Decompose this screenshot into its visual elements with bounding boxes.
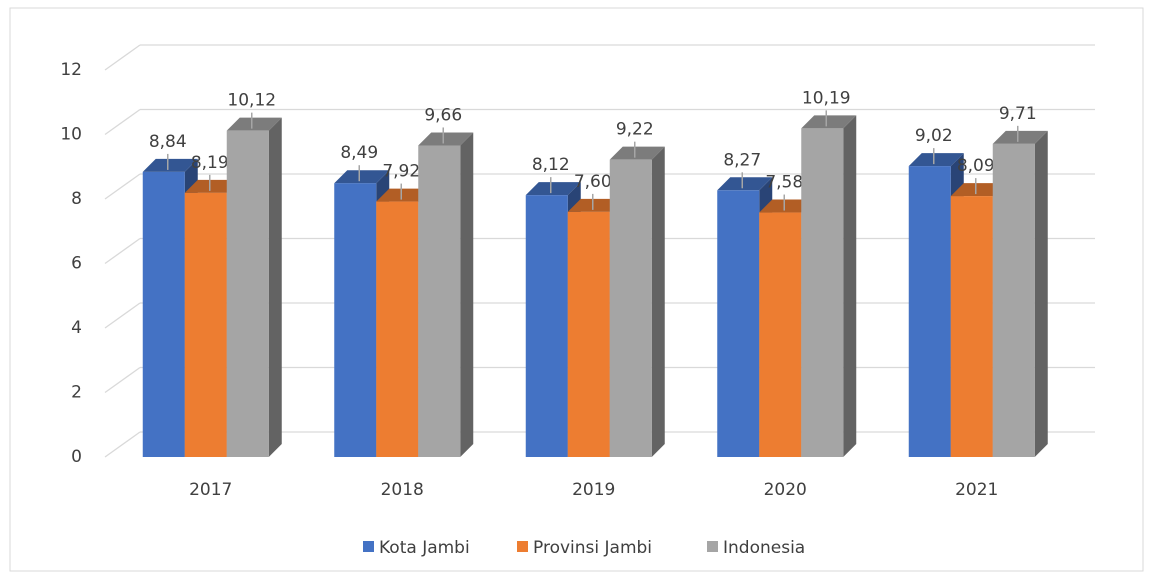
bar-top (992, 130, 1048, 144)
bar (609, 159, 652, 457)
bar (567, 211, 610, 457)
y-tick-label: 10 (60, 125, 82, 145)
grid-line-side (104, 431, 141, 458)
x-tick-label: 2020 (764, 480, 807, 500)
bar (992, 143, 1035, 458)
data-label: 9,22 (616, 120, 654, 140)
bar (717, 190, 760, 458)
data-label: 8,19 (191, 153, 229, 173)
legend-label: Kota Jambi (379, 538, 470, 558)
bar (950, 196, 993, 457)
bar-top (418, 132, 474, 146)
data-label: 9,02 (915, 126, 953, 146)
bar-top (717, 177, 773, 191)
data-label: 8,27 (723, 150, 761, 170)
legend-swatch (517, 541, 528, 552)
x-tick-label: 2017 (189, 480, 232, 500)
x-tick-label: 2018 (381, 480, 424, 500)
y-tick-label: 2 (71, 383, 82, 403)
bar-top (376, 188, 432, 202)
data-label: 8,09 (957, 156, 995, 176)
legend-swatch (363, 541, 374, 552)
bar (376, 201, 419, 457)
data-label: 9,66 (424, 105, 462, 125)
bar (801, 128, 844, 457)
bar (226, 130, 269, 457)
bar-side (460, 132, 474, 457)
bar (184, 192, 227, 457)
grid-line-side (104, 108, 141, 136)
bar-top (184, 179, 240, 193)
bar-top (334, 170, 390, 184)
data-label: 8,12 (532, 155, 570, 175)
bar-top (908, 153, 964, 167)
legend-label: Provinsi Jambi (533, 538, 652, 558)
y-tick-label: 4 (71, 318, 82, 338)
bar-side (1034, 130, 1048, 458)
bar-top (142, 158, 198, 172)
bar-top (801, 115, 857, 129)
y-tick-label: 0 (71, 447, 82, 467)
bar (418, 145, 461, 457)
bar (142, 171, 185, 457)
bar-top (525, 182, 581, 196)
bar (908, 166, 951, 458)
data-label: 8,49 (340, 143, 378, 163)
bar-top (759, 199, 815, 213)
data-label: 7,92 (382, 162, 420, 182)
bar-side (651, 146, 665, 457)
bar (525, 195, 568, 457)
data-label: 10,19 (802, 88, 851, 108)
data-label: 10,12 (227, 91, 276, 111)
grid-line-side (104, 302, 141, 329)
grid-line-side (104, 237, 141, 265)
data-label: 7,60 (574, 172, 612, 192)
bar (334, 183, 377, 457)
data-label: 9,71 (999, 104, 1037, 124)
bar-top (567, 198, 623, 212)
bar-side (268, 117, 282, 457)
bar (759, 212, 802, 457)
bar-side (843, 115, 857, 457)
bar-top (226, 117, 282, 131)
grid-line-side (104, 366, 141, 394)
x-tick-label: 2019 (572, 480, 615, 500)
bar-top (950, 183, 1006, 197)
y-tick-label: 6 (71, 254, 82, 274)
bar-top (609, 146, 665, 160)
grid-line-side (104, 173, 141, 200)
y-tick-label: 8 (71, 189, 82, 209)
legend-label: Indonesia (723, 538, 805, 558)
y-tick-label: 12 (60, 60, 82, 80)
grid-line-side (104, 44, 141, 71)
legend-swatch (707, 541, 718, 552)
data-label: 8,84 (149, 132, 187, 152)
data-label: 7,58 (765, 173, 803, 193)
x-tick-label: 2021 (955, 480, 998, 500)
